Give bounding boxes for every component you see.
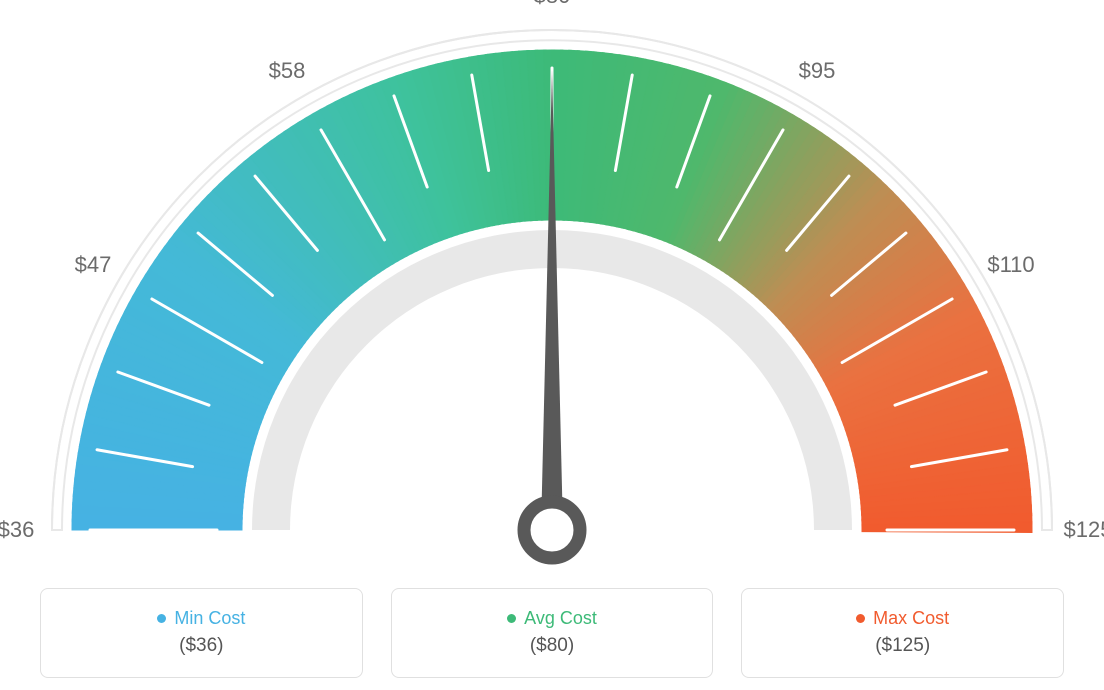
- gauge-tick-label: $110: [987, 252, 1034, 278]
- legend-dot-max: [856, 614, 865, 623]
- gauge-chart: $36 $47 $58 $80 $95 $110 $125: [0, 0, 1104, 590]
- gauge-tick-label: $58: [269, 58, 306, 84]
- legend-card-max: Max Cost ($125): [741, 588, 1064, 678]
- legend-value-avg: ($80): [530, 635, 574, 657]
- legend-value-min: ($36): [179, 635, 223, 657]
- gauge-tick-label: $95: [799, 58, 836, 84]
- legend-title-min: Min Cost: [157, 608, 245, 629]
- legend-label-avg: Avg Cost: [524, 608, 597, 629]
- gauge-tick-label: $80: [534, 0, 571, 9]
- legend-dot-avg: [507, 614, 516, 623]
- legend-value-max: ($125): [875, 635, 930, 657]
- legend-label-min: Min Cost: [174, 608, 245, 629]
- legend-row: Min Cost ($36) Avg Cost ($80) Max Cost (…: [0, 588, 1104, 678]
- legend-title-avg: Avg Cost: [507, 608, 597, 629]
- gauge-tick-label: $36: [0, 517, 34, 543]
- legend-title-max: Max Cost: [856, 608, 949, 629]
- legend-label-max: Max Cost: [873, 608, 949, 629]
- cost-gauge-widget: $36 $47 $58 $80 $95 $110 $125 Min Cost ($36) A…: [0, 0, 1104, 690]
- gauge-tick-label: $125: [1064, 517, 1104, 543]
- legend-card-avg: Avg Cost ($80): [391, 588, 714, 678]
- legend-card-min: Min Cost ($36): [40, 588, 363, 678]
- gauge-tick-label: $47: [75, 252, 112, 278]
- legend-dot-min: [157, 614, 166, 623]
